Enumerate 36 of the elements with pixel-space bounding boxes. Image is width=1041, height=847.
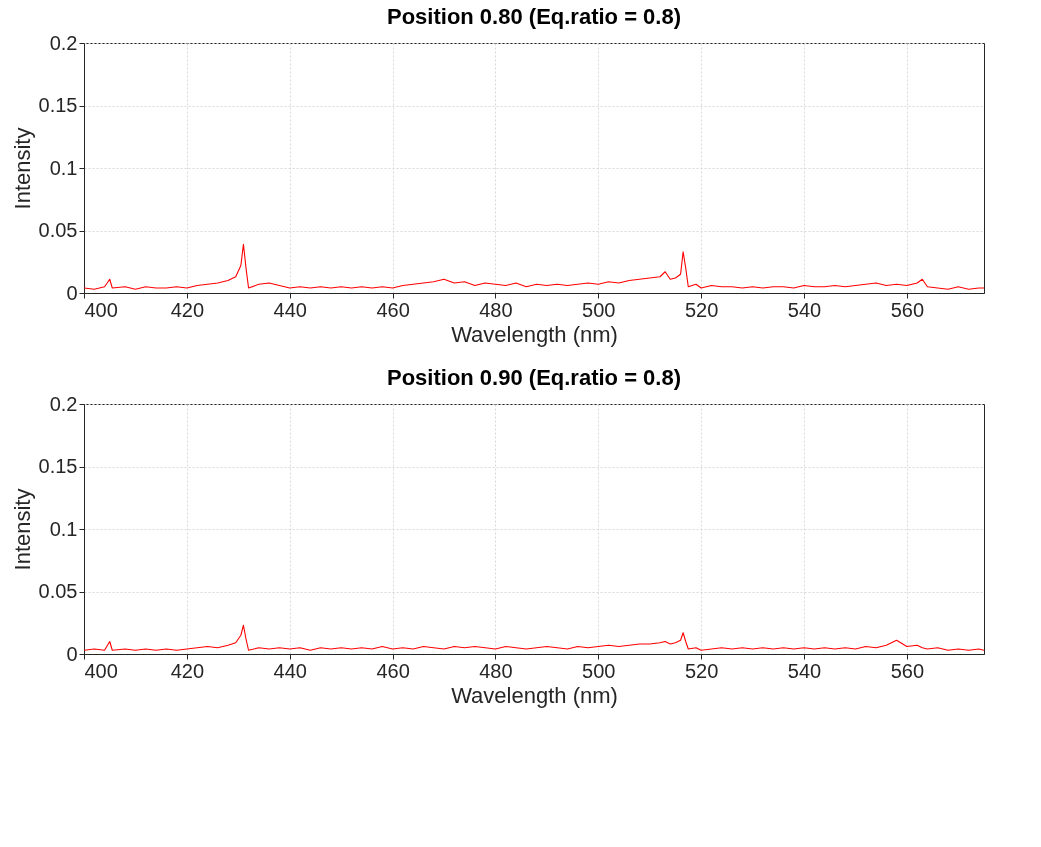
- x-tick-label: 400: [84, 659, 118, 682]
- y-tick-label: 0.2: [49, 31, 78, 54]
- x-axis-title: Wavelength (nm): [451, 682, 618, 708]
- x-tick-label: 560: [890, 659, 925, 682]
- y-axis-title: Intensity: [9, 127, 35, 210]
- chart-title: Position 0.90 (Eq.ratio = 0.8): [386, 365, 682, 390]
- x-tick-label: 560: [890, 298, 925, 321]
- y-axis-title: Intensity: [9, 488, 35, 571]
- y-tick-label: 0.1: [49, 517, 78, 540]
- line-series: [84, 624, 984, 651]
- line-series: [84, 243, 984, 290]
- x-tick-label: 480: [479, 659, 513, 682]
- x-tick-label: 480: [479, 298, 513, 321]
- chart-title: Position 0.80 (Eq.ratio = 0.8): [386, 4, 682, 29]
- y-tick-label: 0.05: [38, 219, 78, 241]
- x-tick-label: 460: [376, 298, 410, 321]
- x-tick-label: 440: [273, 659, 307, 682]
- y-tick-label: 0: [66, 281, 78, 304]
- x-tick-label: 420: [170, 298, 205, 321]
- y-tick-label: 0.15: [38, 94, 78, 116]
- y-tick-label: 0.05: [38, 580, 78, 602]
- x-tick-label: 540: [787, 298, 822, 321]
- x-tick-label: 540: [787, 659, 822, 682]
- x-tick-label: 520: [684, 659, 719, 682]
- y-tick-label: 0.15: [38, 455, 78, 477]
- x-tick-label: 420: [170, 659, 205, 682]
- x-tick-label: 500: [582, 298, 616, 321]
- x-tick-label: 440: [273, 298, 307, 321]
- y-tick-label: 0.2: [49, 392, 78, 415]
- x-tick-label: 520: [684, 298, 719, 321]
- x-tick-label: 500: [582, 659, 616, 682]
- x-tick-label: 460: [376, 659, 410, 682]
- y-tick-label: 0.1: [49, 156, 78, 179]
- x-tick-label: 400: [84, 298, 118, 321]
- y-tick-label: 0: [66, 642, 78, 665]
- x-axis-title: Wavelength (nm): [451, 321, 618, 347]
